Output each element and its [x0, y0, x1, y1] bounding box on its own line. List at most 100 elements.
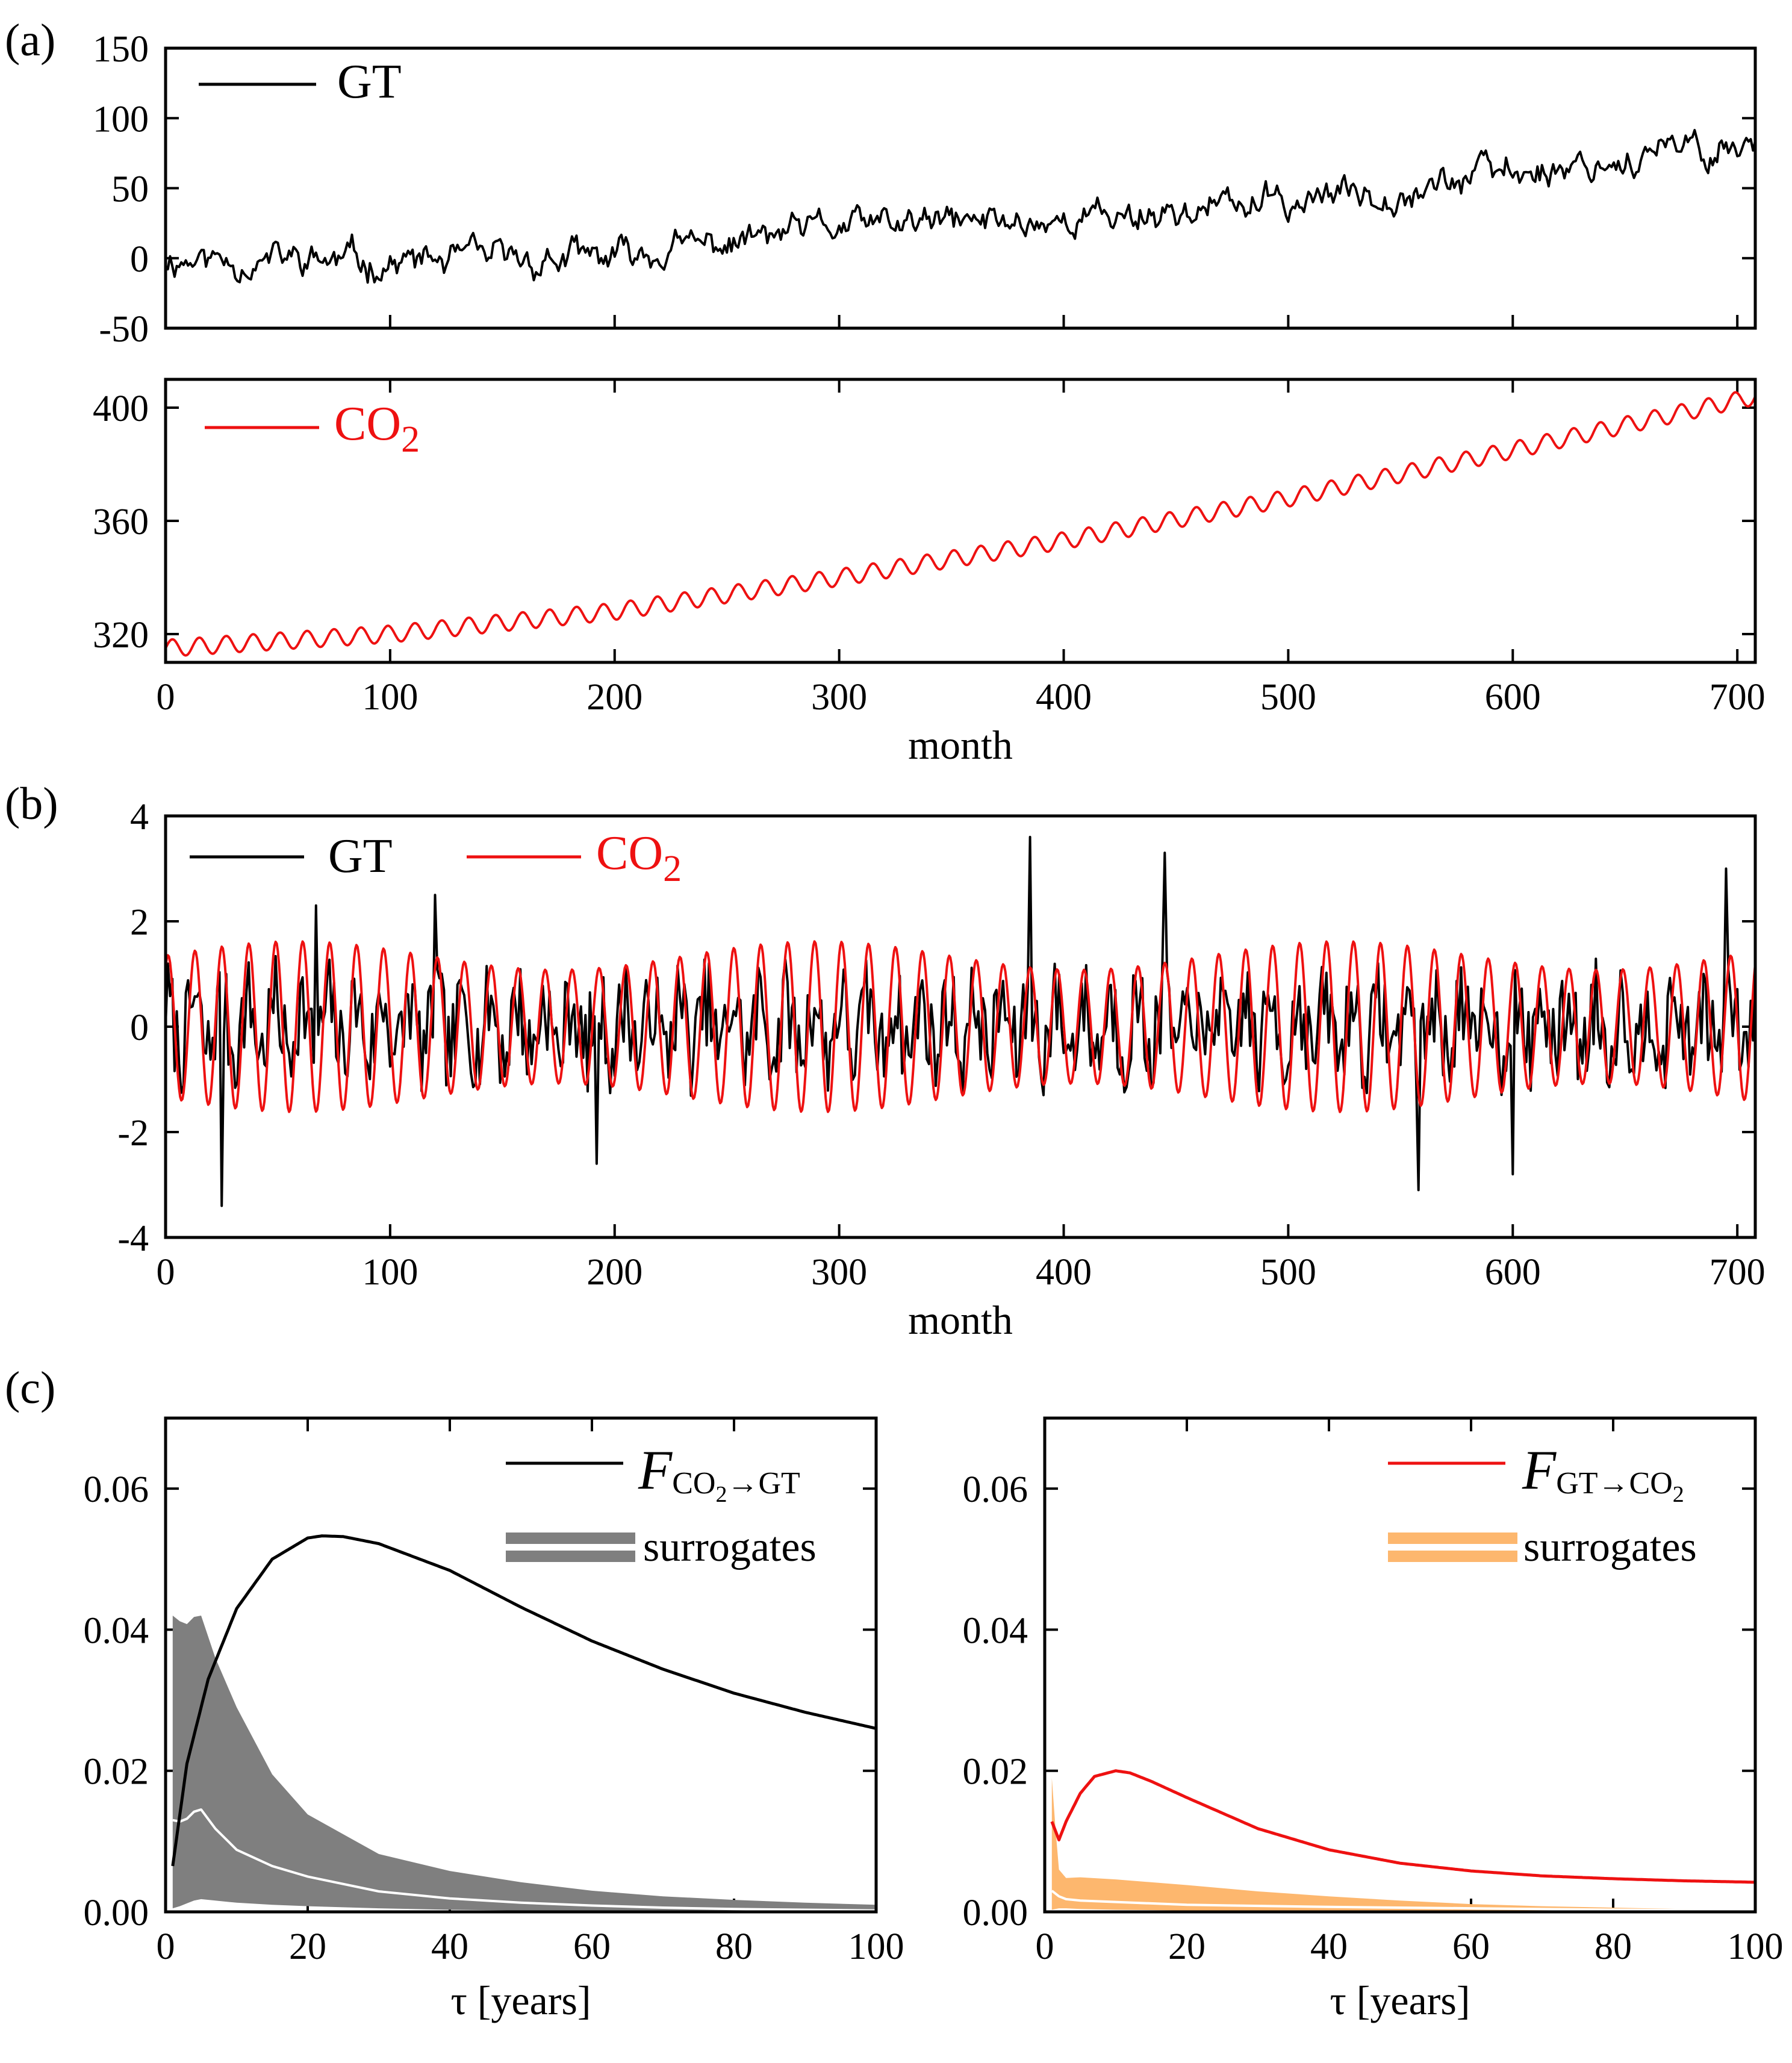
transfer-entropy-line: [171, 1534, 877, 1867]
legend-c-left: FCO2→GT surrogates: [506, 1439, 817, 1570]
y-tick-label: 0.06: [84, 1469, 149, 1510]
legend-c-left-sub2: 2: [715, 1482, 727, 1507]
x-tick-label: 100: [1728, 1926, 1784, 1967]
legend-c-left-line-label: FCO2→GT: [638, 1439, 800, 1507]
legend-c-right-band-swatch-1: [1388, 1532, 1517, 1544]
x-tick-label: 100: [848, 1926, 904, 1967]
x-tick-label: 400: [1036, 677, 1092, 718]
x-tick-label: 100: [362, 677, 418, 718]
legend-b-gt-label: GT: [328, 830, 393, 883]
plot-frame: [164, 1416, 878, 1914]
x-tick-label: 0: [157, 677, 175, 718]
plot-c-gt-to-co2: 0 20 40 60 80 100 0.00 0.02 0.04 0.06 τ [years]: [963, 1416, 1784, 2023]
x-tick-label: 0: [1036, 1926, 1054, 1967]
plot-a-co2: 0 100 200 300 400 500 600 700 320 360 400 month: [93, 378, 1766, 768]
y-tick-label: 0: [130, 239, 149, 280]
x-tick-label: 20: [1168, 1926, 1206, 1967]
x-tick-label: 80: [1594, 1926, 1632, 1967]
x-tick-label: 600: [1485, 1252, 1541, 1293]
x-axis-label: τ [years]: [450, 1977, 591, 2023]
legend-a-bottom: CO2: [205, 397, 420, 460]
legend-c-left-sub3: →GT: [727, 1466, 800, 1501]
x-tick-label: 0: [157, 1252, 175, 1293]
y-tick-label: 0: [130, 1007, 149, 1048]
legend-c-left-f: F: [638, 1439, 673, 1501]
plot-c-co2-to-gt: 0 20 40 60 80 100 0.00 0.02 0.04 0.06 τ [years]: [84, 1416, 904, 2023]
x-tick-label: 60: [573, 1926, 611, 1967]
y-tick-label: 100: [93, 99, 149, 140]
legend-a-top: GT: [199, 55, 402, 108]
x-tick-label: 40: [1310, 1926, 1348, 1967]
y-tick-label: 4: [130, 797, 149, 838]
panel-label-b: (b): [5, 779, 58, 829]
y-tick-label: 360: [93, 502, 149, 543]
x-tick-label: 40: [431, 1926, 468, 1967]
x-tick-label: 700: [1710, 677, 1766, 718]
y-tick-label: 50: [111, 169, 149, 210]
y-tick-label: 150: [93, 29, 149, 70]
legend-b-co2-main: CO: [596, 827, 663, 880]
y-tick-label: 400: [93, 388, 149, 429]
legend-a-gt-label: GT: [337, 55, 402, 108]
legend-a-co2-label: CO2: [334, 397, 420, 460]
legend-a-co2-main: CO: [334, 397, 401, 450]
plot-frame: [1043, 1416, 1757, 1914]
plot-b-anomalies: 0 100 200 300 400 500 600 700 -4 -2 0 2 4 month: [117, 797, 1765, 1343]
y-tick-label: 0.04: [963, 1610, 1028, 1651]
x-tick-label: 300: [811, 1252, 867, 1293]
panel-label-c: (c): [5, 1363, 55, 1413]
plot-frame: [164, 814, 1757, 1239]
x-axis-label: τ [years]: [1330, 1977, 1470, 2023]
series-co2-anomaly-line: [164, 940, 1756, 1113]
y-tick-label: 0.00: [963, 1893, 1028, 1934]
x-tick-label: 500: [1260, 1252, 1316, 1293]
y-tick-label: -2: [117, 1113, 149, 1154]
legend-c-left-sub1: CO: [672, 1466, 715, 1501]
legend-b: GT CO2: [190, 827, 682, 889]
legend-c-right-line-label: FGT→CO2: [1522, 1439, 1684, 1507]
surrogates-median-line: [1051, 1890, 1756, 1912]
y-tick-label: 0.04: [84, 1610, 149, 1651]
x-tick-label: 700: [1710, 1252, 1766, 1293]
y-tick-label: 0.02: [84, 1752, 149, 1793]
y-tick-label: 320: [93, 615, 149, 656]
plot-frame: [164, 46, 1757, 330]
series-gt-line: [164, 129, 1756, 284]
x-tick-label: 400: [1036, 1252, 1092, 1293]
x-tick-label: 0: [157, 1926, 175, 1967]
legend-c-right-band-swatch-2: [1388, 1551, 1517, 1562]
plot-a-gt: -50 0 50 100 150: [93, 29, 1757, 350]
legend-b-co2-label: CO2: [596, 827, 682, 889]
x-tick-label: 200: [586, 677, 642, 718]
series-co2-line: [164, 391, 1756, 657]
series-gt-anomaly-line: [164, 836, 1756, 1207]
legend-c-right-band-label: surrogates: [1523, 1524, 1697, 1570]
y-tick-label: -4: [117, 1218, 149, 1259]
y-tick-label: 0.06: [963, 1469, 1028, 1510]
x-tick-label: 600: [1485, 677, 1541, 718]
x-tick-label: 100: [362, 1252, 418, 1293]
legend-b-co2-sub: 2: [663, 848, 682, 889]
legend-c-right: FGT→CO2 surrogates: [1388, 1439, 1697, 1570]
x-tick-label: 300: [811, 677, 867, 718]
legend-c-right-sub1: GT→CO: [1556, 1466, 1673, 1501]
plot-frame: [164, 378, 1757, 664]
x-tick-label: 80: [715, 1926, 753, 1967]
legend-c-right-sub2: 2: [1673, 1482, 1684, 1507]
x-tick-label: 500: [1260, 677, 1316, 718]
panel-label-a: (a): [5, 15, 55, 66]
x-axis-label: month: [908, 722, 1013, 768]
y-tick-label: 2: [130, 902, 149, 943]
legend-c-left-band-swatch-1: [506, 1532, 635, 1544]
surrogates-band: [1051, 1778, 1755, 1912]
legend-c-left-band-label: surrogates: [643, 1524, 817, 1570]
x-axis-label: month: [908, 1297, 1013, 1343]
surrogates-band: [172, 1616, 876, 1912]
legend-c-right-f: F: [1522, 1439, 1557, 1501]
legend-a-co2-sub: 2: [401, 419, 420, 460]
y-tick-label: 0.00: [84, 1893, 149, 1934]
y-tick-label: 0.02: [963, 1752, 1028, 1793]
x-tick-label: 200: [586, 1252, 642, 1293]
surrogates-median-line: [172, 1808, 877, 1912]
